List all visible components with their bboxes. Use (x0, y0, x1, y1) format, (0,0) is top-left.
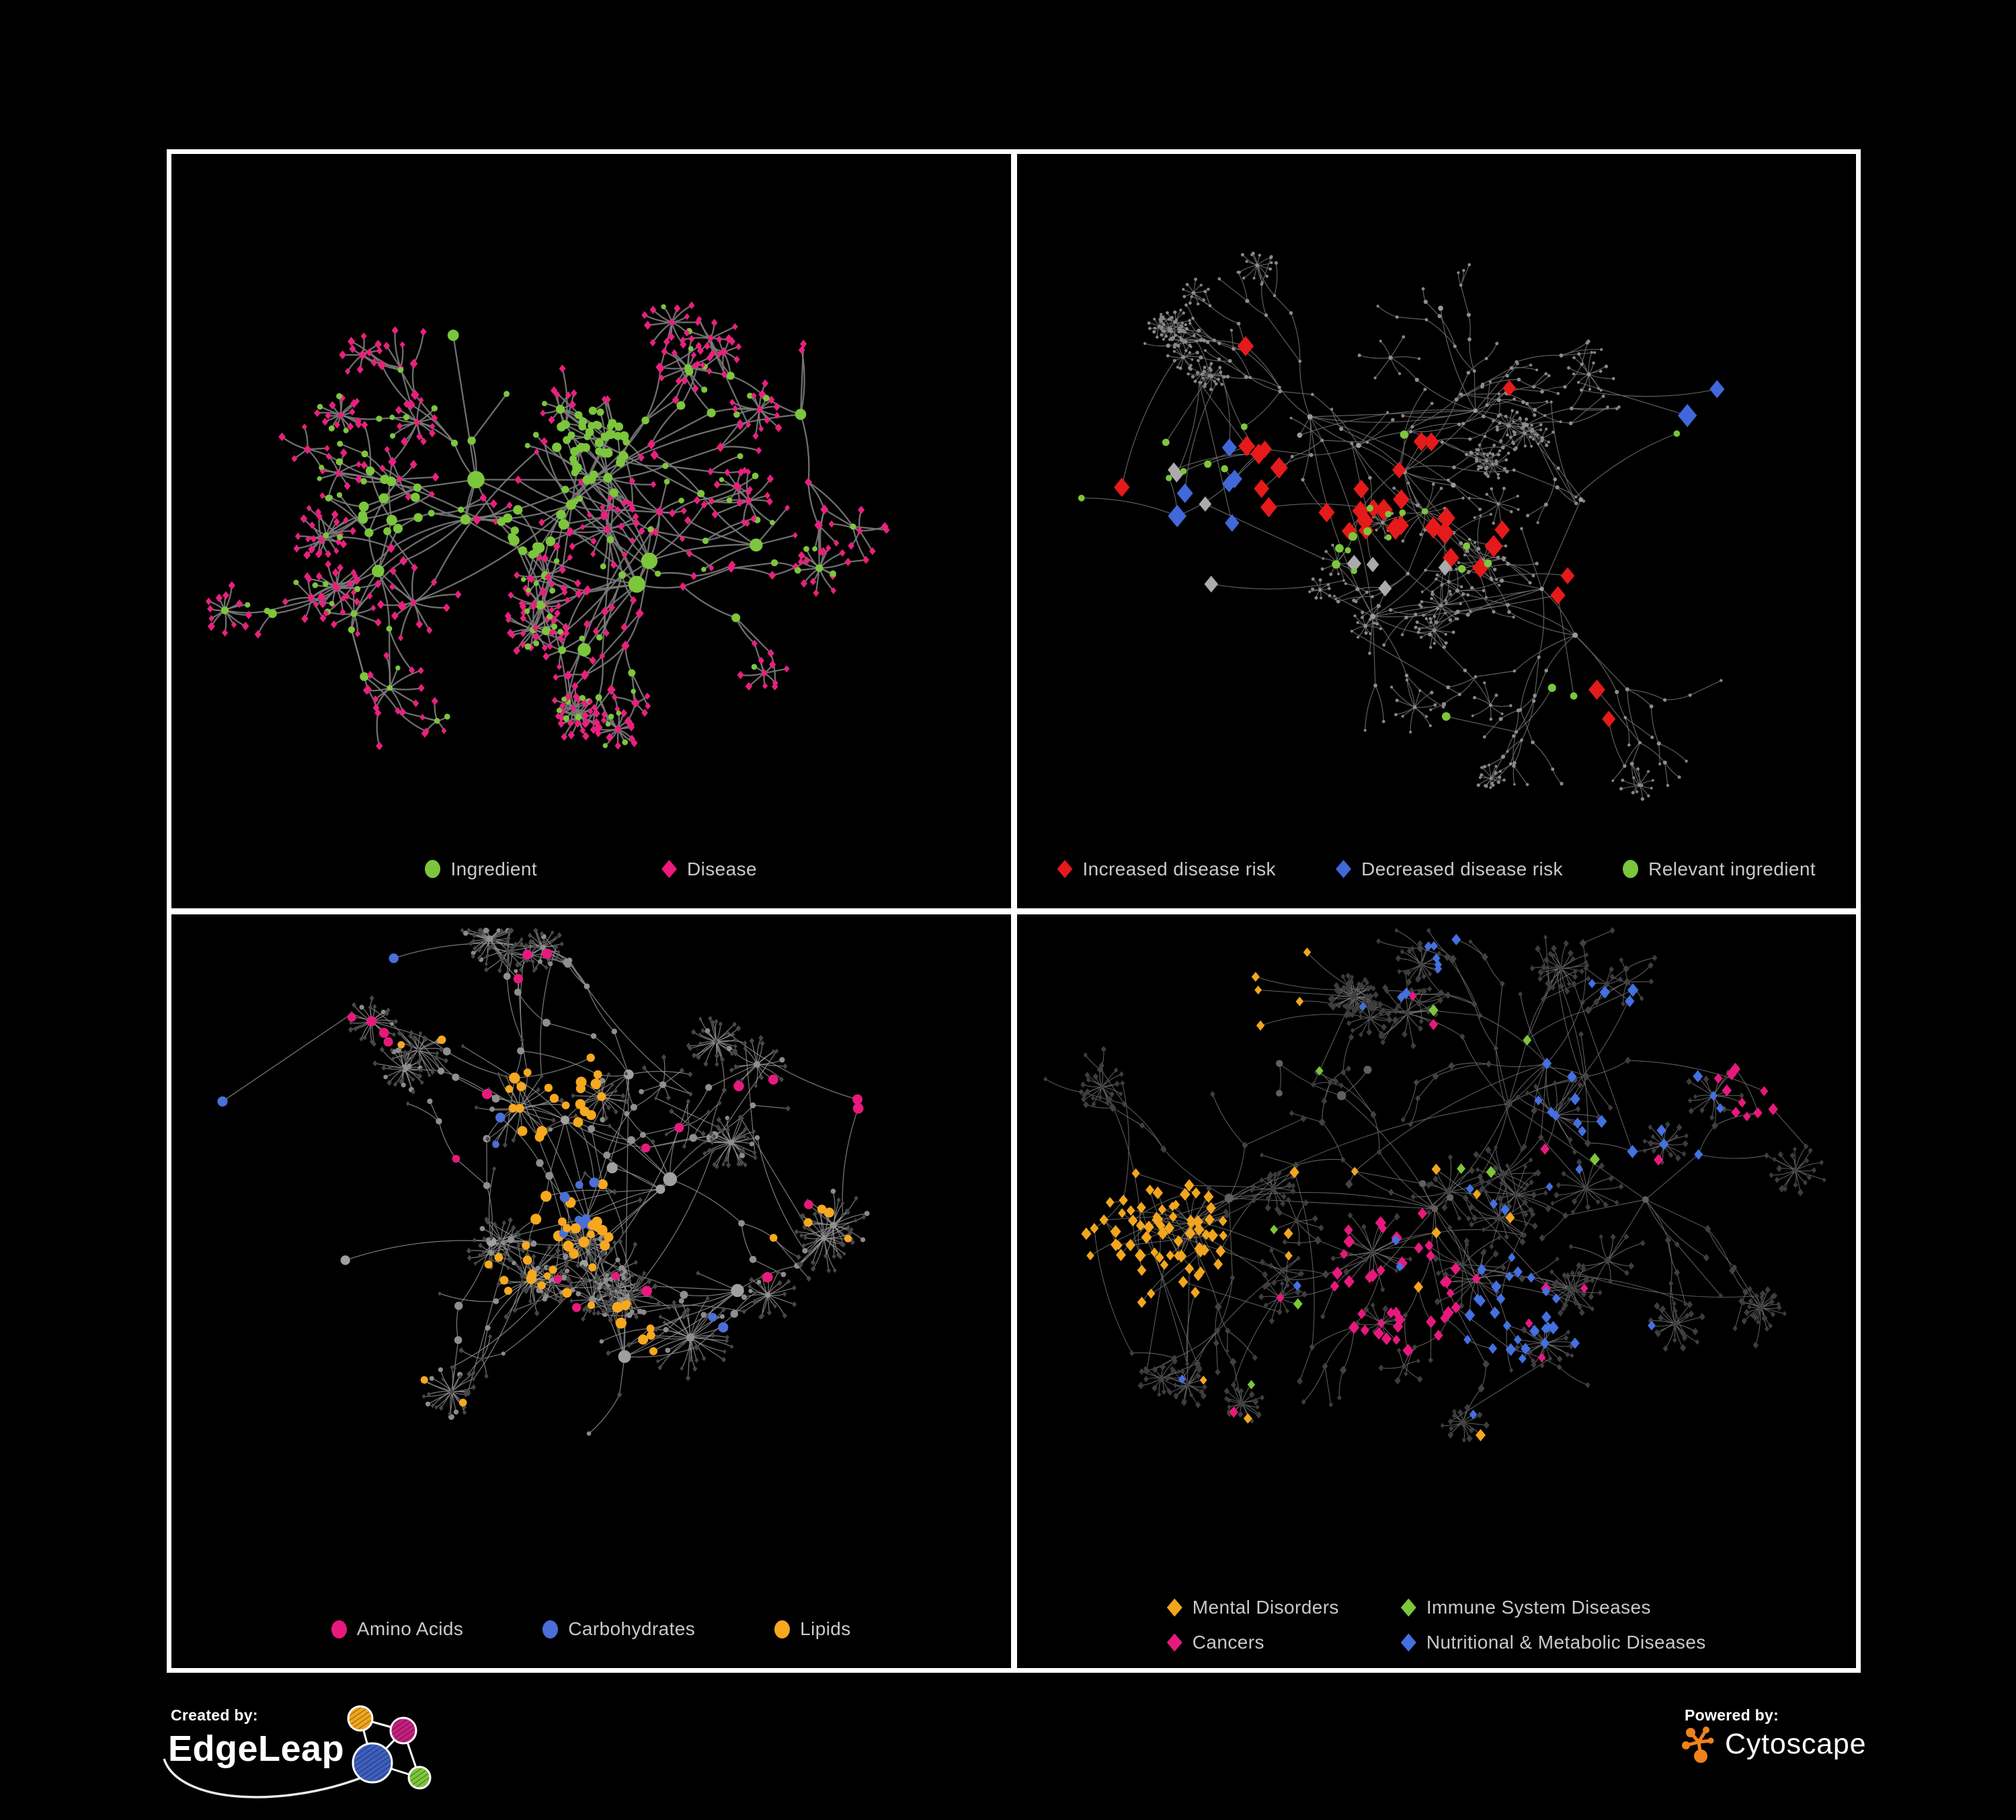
legend-label: Nutritional & Metabolic Diseases (1426, 1632, 1706, 1653)
legend-disease-risk: Increased disease risk Decreased disease… (1017, 859, 1857, 880)
four-panel-frame: Ingredient Disease Increased disease ris… (167, 149, 1861, 1673)
disease-legend-glyph (661, 860, 678, 878)
legend-label: Decreased disease risk (1361, 858, 1563, 879)
edgeleap-node-blue (352, 1742, 393, 1784)
legend-item-increased-risk: Increased disease risk (1057, 859, 1276, 880)
increased-risk-legend-glyph (1057, 860, 1073, 878)
nutrient-classes-network-graph (217, 927, 870, 1435)
nutritional-metabolic-diseases-legend-glyph (1400, 1633, 1416, 1652)
relevant-ingredient-legend-glyph (1623, 860, 1639, 878)
immune-system-diseases-legend-glyph (1400, 1598, 1416, 1617)
panel-disease-risk: Increased disease risk Decreased disease… (1016, 154, 1857, 908)
legend-label: Amino Acids (356, 1618, 464, 1639)
cytoscape-logo-icon (1682, 1727, 1714, 1763)
disease-classes-network-graph (1043, 926, 1826, 1443)
panel-ingredient-disease: Ingredient Disease (171, 154, 1011, 908)
edgeleap-swoosh (163, 1758, 369, 1798)
legend-label: Carbohydrates (568, 1618, 696, 1639)
cytoscape-brand-text: Cytoscape (1725, 1727, 1867, 1760)
legend-item-lipids: Lipids (774, 1618, 851, 1640)
edgeleap-logo (163, 1705, 432, 1798)
mental-disorders-legend-glyph (1166, 1598, 1182, 1617)
edgeleap-node-orange (347, 1705, 374, 1732)
disease-risk-network-graph (1078, 251, 1724, 801)
ingredient-legend-glyph (425, 860, 441, 878)
legend-label: Mental Disorders (1192, 1597, 1339, 1618)
legend-label: Cancers (1192, 1632, 1264, 1653)
amino-acids-legend-glyph (331, 1620, 347, 1638)
legend-item-mental-disorders: Mental Disorders (1166, 1597, 1339, 1618)
legend-label: Ingredient (450, 858, 538, 879)
legend-item-carbohydrates: Carbohydrates (542, 1618, 695, 1640)
legend-item-amino-acids: Amino Acids (331, 1618, 463, 1640)
cancers-legend-glyph (1166, 1633, 1182, 1652)
legend-ingredient-disease: Ingredient Disease (171, 859, 1011, 880)
created-by-block: Created by: EdgeLeap (159, 1701, 475, 1819)
panel-disease-classes: Mental Disorders Immune System Diseases … (1016, 914, 1856, 1668)
legend-disease-classes: Mental Disorders Immune System Diseases … (1166, 1597, 1706, 1653)
powered-by-block: Powered by: Cytoscape (1677, 1701, 1898, 1802)
panel-nutrient-classes: Amino Acids Carbohydrates Lipids (171, 914, 1011, 1668)
legend-item-nutritional-metabolic-diseases: Nutritional & Metabolic Diseases (1400, 1632, 1706, 1653)
ingredient-disease-network-graph (205, 301, 890, 750)
legend-item-relevant-ingredient: Relevant ingredient (1623, 859, 1816, 880)
created-by-label: Created by: (171, 1706, 258, 1724)
edgeleap-node-magenta (389, 1716, 417, 1745)
legend-label: Disease (687, 858, 757, 879)
cytoscape-icon-nodes (1682, 1727, 1714, 1763)
legend-label: Lipids (800, 1618, 851, 1639)
legend-item-disease: Disease (661, 859, 757, 880)
legend-label: Relevant ingredient (1648, 858, 1816, 879)
legend-item-cancers: Cancers (1166, 1632, 1339, 1653)
legend-item-immune-system-diseases: Immune System Diseases (1400, 1597, 1706, 1618)
cytoscape-lockup: Cytoscape (1681, 1724, 1866, 1764)
lipids-legend-glyph (774, 1620, 791, 1638)
decreased-risk-legend-glyph (1336, 860, 1352, 878)
edgeleap-node-green (407, 1766, 432, 1790)
legend-item-decreased-risk: Decreased disease risk (1336, 859, 1563, 880)
edgeleap-brand-text: EdgeLeap (168, 1729, 345, 1769)
legend-item-ingredient: Ingredient (425, 859, 537, 880)
carbohydrates-legend-glyph (542, 1620, 559, 1638)
legend-label: Increased disease risk (1082, 858, 1276, 879)
powered-by-label: Powered by: (1685, 1706, 1779, 1724)
legend-nutrient-classes: Amino Acids Carbohydrates Lipids (171, 1618, 1011, 1640)
legend-label: Immune System Diseases (1426, 1597, 1651, 1618)
